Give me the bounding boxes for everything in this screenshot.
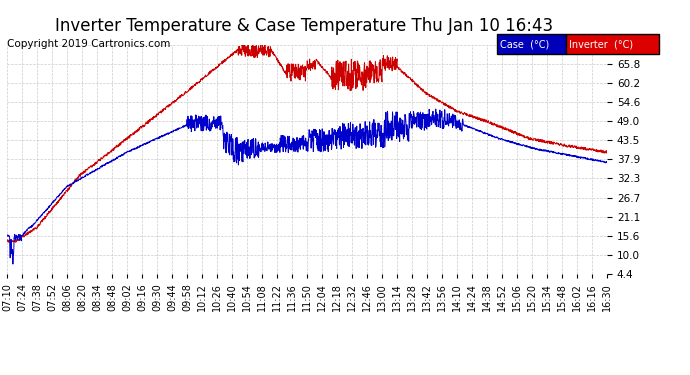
Text: Inverter Temperature & Case Temperature Thu Jan 10 16:43: Inverter Temperature & Case Temperature … — [55, 17, 553, 35]
Text: Inverter  (°C): Inverter (°C) — [569, 39, 633, 49]
Text: Copyright 2019 Cartronics.com: Copyright 2019 Cartronics.com — [7, 39, 170, 50]
Text: Case  (°C): Case (°C) — [500, 39, 549, 49]
